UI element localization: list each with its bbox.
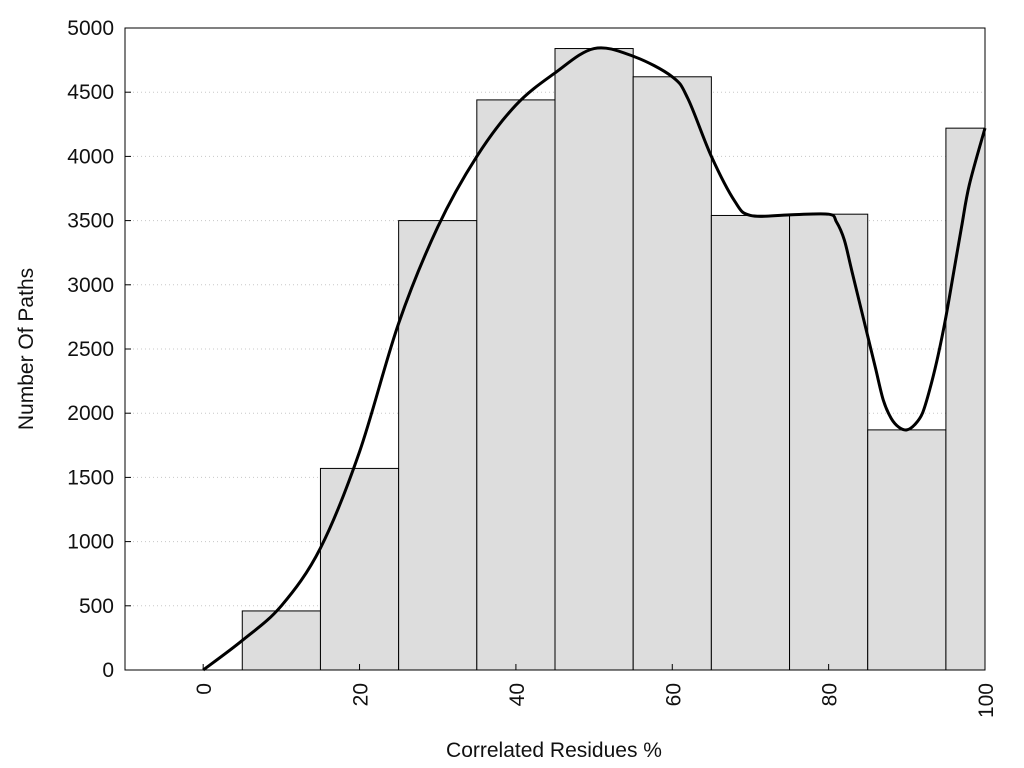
x-axis-ticks: 0 20 40 60 80 100 bbox=[193, 664, 998, 718]
y-axis-ticks: 0 500 1000 1500 2000 2500 3000 3500 4000 4500 5000 bbox=[67, 17, 131, 682]
x-tick-label: 60 bbox=[662, 683, 685, 706]
y-tick-label: 4500 bbox=[67, 81, 114, 104]
x-tick-label: 100 bbox=[975, 683, 998, 718]
curve-line bbox=[202, 46, 987, 672]
y-tick-label: 2000 bbox=[67, 402, 114, 425]
y-tick-label: 0 bbox=[102, 659, 114, 682]
x-tick-label: 0 bbox=[193, 683, 216, 695]
y-axis-title: Number Of Paths bbox=[15, 268, 38, 430]
y-tick-label: 1000 bbox=[67, 531, 114, 554]
y-tick-label: 4000 bbox=[67, 145, 114, 168]
histogram-bar bbox=[710, 214, 791, 671]
histogram-bar bbox=[867, 429, 947, 671]
histogram-bars bbox=[164, 48, 986, 671]
y-tick-label: 3500 bbox=[67, 210, 114, 233]
histogram-bar bbox=[398, 220, 478, 671]
smoothed-curve bbox=[202, 46, 987, 672]
y-tick-label: 2500 bbox=[67, 338, 114, 361]
y-tick-label: 5000 bbox=[67, 17, 114, 40]
y-tick-label: 1500 bbox=[67, 466, 114, 489]
x-tick-label: 80 bbox=[819, 683, 842, 706]
histogram-bar bbox=[319, 467, 400, 671]
histogram-bar bbox=[241, 610, 321, 671]
x-axis-title: Correlated Residues % bbox=[446, 739, 662, 762]
histogram-bar bbox=[632, 76, 712, 671]
y-tick-label: 3000 bbox=[67, 274, 114, 297]
x-tick-label: 20 bbox=[350, 683, 373, 706]
histogram-bar bbox=[554, 48, 634, 671]
y-tick-label: 500 bbox=[79, 595, 114, 618]
x-tick-label: 40 bbox=[506, 683, 529, 706]
histogram-bar bbox=[476, 99, 556, 671]
